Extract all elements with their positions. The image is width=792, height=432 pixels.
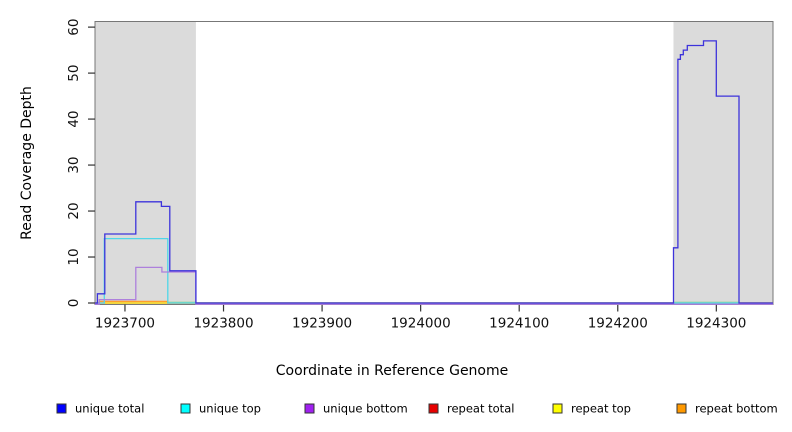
x-tick-label: 1923800 — [193, 316, 253, 332]
legend-swatch-repeat-total — [428, 403, 439, 414]
legend-label-repeat-bottom: repeat bottom — [695, 402, 778, 416]
x-tick-label: 1924200 — [588, 316, 648, 332]
y-tick-label: 20 — [66, 202, 82, 219]
right-repeat-region — [673, 21, 773, 305]
legend-label-unique-bottom: unique bottom — [323, 402, 408, 416]
y-tick-label: 40 — [66, 110, 82, 127]
x-tick-label: 1923700 — [95, 316, 155, 332]
x-tick-label: 1924000 — [391, 316, 451, 332]
y-tick-label: 0 — [66, 299, 82, 308]
series-line-unique-total — [95, 40, 773, 304]
y-tick-label: 10 — [66, 248, 82, 265]
legend-label-repeat-top: repeat top — [571, 402, 631, 416]
legend-swatch-repeat-bottom — [676, 403, 687, 414]
y-axis: 0 10 20 30 40 50 60 — [66, 19, 95, 308]
plot-border — [94, 21, 774, 305]
x-axis: 1923700 1923800 1923900 1924000 1924100 19242… — [95, 304, 746, 332]
x-tick-label: 1924300 — [686, 316, 746, 332]
y-tick-label: 60 — [66, 19, 82, 36]
legend-label-unique-top: unique top — [199, 402, 261, 416]
legend-label-repeat-total: repeat total — [447, 402, 514, 416]
legend-label-unique-total: unique total — [75, 402, 144, 416]
x-tick-label: 1923900 — [292, 316, 352, 332]
x-tick-label: 1924100 — [489, 316, 549, 332]
series-line-unique-top — [95, 237, 773, 304]
y-tick-label: 50 — [66, 65, 82, 82]
x-axis-title: Coordinate in Reference Genome — [276, 363, 509, 379]
series-line-unique-bottom — [95, 266, 773, 305]
legend: unique total unique top unique bottom repea… — [56, 402, 778, 416]
plot-box — [94, 21, 774, 305]
series-lines — [95, 40, 773, 305]
y-axis-title: Read Coverage Depth — [19, 86, 35, 240]
legend-swatch-repeat-top — [552, 403, 563, 414]
left-repeat-region — [95, 21, 196, 305]
legend-swatch-unique-top — [180, 403, 191, 414]
legend-swatch-unique-total — [56, 403, 67, 414]
legend-swatch-unique-bottom — [304, 403, 315, 414]
shaded-repeat-regions — [95, 21, 773, 305]
y-tick-label: 30 — [66, 156, 82, 173]
